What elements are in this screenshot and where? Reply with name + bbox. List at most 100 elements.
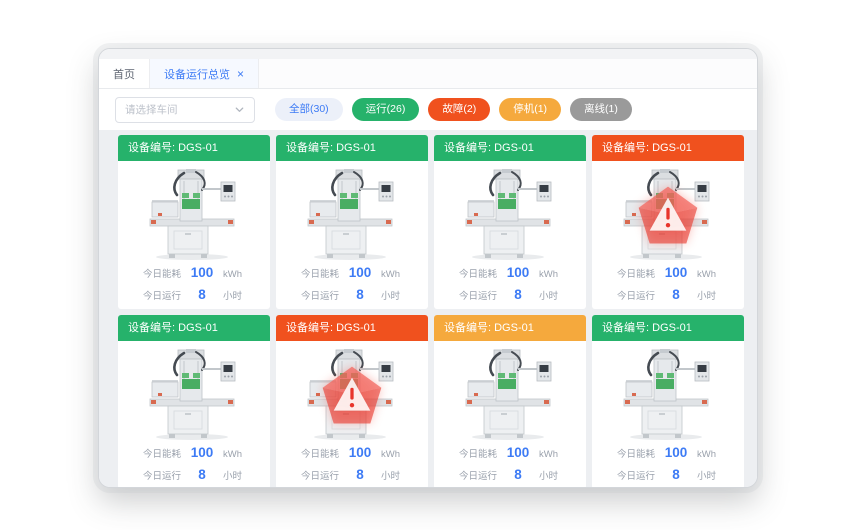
runtime-row: 今日运行 8 小时 — [606, 467, 730, 482]
tab-device-overview-label: 设备运行总览 — [164, 68, 230, 81]
energy-label: 今日能耗 — [142, 449, 181, 460]
tab-device-overview[interactable]: 设备运行总览 × — [150, 59, 260, 88]
energy-value: 100 — [664, 265, 688, 280]
energy-row: 今日能耗 100 kWh — [448, 445, 572, 460]
runtime-label: 今日运行 — [142, 291, 181, 302]
injection-molding-machine-icon — [465, 349, 552, 440]
filter-toolbar: 请选择车间 全部(30) 运行(26) 故障(2) 停机(1) 离线(1) — [99, 89, 757, 130]
machine-image — [138, 168, 250, 262]
injection-molding-machine-icon — [307, 169, 394, 260]
runtime-row: 今日运行 8 小时 — [290, 287, 414, 302]
device-card[interactable]: 设备编号: DGS-01 — [118, 135, 270, 309]
runtime-row: 今日运行 8 小时 — [448, 287, 572, 302]
energy-row: 今日能耗 100 kWh — [132, 265, 256, 280]
machine-image — [454, 348, 566, 442]
energy-value: 100 — [506, 265, 530, 280]
status-filter-group: 全部(30) 运行(26) 故障(2) 停机(1) 离线(1) — [275, 98, 632, 121]
energy-label: 今日能耗 — [300, 269, 339, 280]
device-card[interactable]: 设备编号: DGS-01 — [434, 135, 586, 309]
energy-row: 今日能耗 100 kWh — [290, 265, 414, 280]
device-card-body: 今日能耗 100 kWh 今日运行 8 小时 — [276, 341, 428, 487]
device-card-body: 今日能耗 100 kWh 今日运行 8 小时 — [276, 161, 428, 309]
energy-unit: kWh — [539, 449, 558, 460]
device-card-header: 设备编号: DGS-01 — [592, 315, 744, 341]
energy-label: 今日能耗 — [458, 449, 497, 460]
runtime-value: 8 — [356, 467, 364, 482]
runtime-row: 今日运行 8 小时 — [448, 467, 572, 482]
runtime-label: 今日运行 — [300, 471, 339, 482]
device-card-body: 今日能耗 100 kWh 今日运行 8 小时 — [592, 161, 744, 309]
runtime-row: 今日运行 8 小时 — [606, 287, 730, 302]
fault-warning-icon — [322, 366, 382, 424]
runtime-value: 8 — [356, 287, 364, 302]
energy-unit: kWh — [223, 449, 242, 460]
status-filter-pill[interactable]: 运行(26) — [351, 98, 420, 121]
device-card[interactable]: 设备编号: DGS-01 — [434, 315, 586, 487]
device-card-header: 设备编号: DGS-01 — [276, 135, 428, 161]
energy-row: 今日能耗 100 kWh — [448, 265, 572, 280]
runtime-unit: 小时 — [381, 291, 401, 302]
workshop-select-placeholder: 请选择车间 — [125, 104, 178, 116]
device-card-header: 设备编号: DGS-01 — [118, 315, 270, 341]
energy-value: 100 — [190, 445, 214, 460]
device-card[interactable]: 设备编号: DGS-01 — [276, 315, 428, 487]
runtime-label: 今日运行 — [616, 471, 655, 482]
tab-bar: 首页 设备运行总览 × — [99, 59, 757, 89]
workshop-select[interactable]: 请选择车间 — [115, 96, 255, 123]
injection-molding-machine-icon — [149, 169, 236, 260]
energy-unit: kWh — [697, 449, 716, 460]
runtime-unit: 小时 — [381, 471, 401, 482]
device-card-body: 今日能耗 100 kWh 今日运行 8 小时 — [434, 161, 586, 309]
runtime-label: 今日运行 — [142, 471, 181, 482]
runtime-value: 8 — [198, 467, 206, 482]
runtime-row: 今日运行 8 小时 — [132, 467, 256, 482]
energy-value: 100 — [664, 445, 688, 460]
injection-molding-machine-icon — [149, 349, 236, 440]
energy-value: 100 — [348, 265, 372, 280]
runtime-row: 今日运行 8 小时 — [132, 287, 256, 302]
device-stats: 今日能耗 100 kWh 今日运行 8 小时 — [132, 265, 256, 309]
device-card-header: 设备编号: DGS-01 — [434, 135, 586, 161]
runtime-label: 今日运行 — [458, 471, 497, 482]
energy-row: 今日能耗 100 kWh — [606, 445, 730, 460]
runtime-unit: 小时 — [223, 471, 243, 482]
device-stats: 今日能耗 100 kWh 今日运行 8 小时 — [448, 265, 572, 309]
fault-warning-icon — [638, 186, 698, 244]
machine-image — [454, 168, 566, 262]
machine-image — [612, 168, 724, 262]
runtime-value: 8 — [514, 287, 522, 302]
device-card-body: 今日能耗 100 kWh 今日运行 8 小时 — [592, 341, 744, 487]
device-card[interactable]: 设备编号: DGS-01 — [592, 315, 744, 487]
window-top-bar — [99, 49, 757, 59]
energy-unit: kWh — [381, 269, 400, 280]
device-card[interactable]: 设备编号: DGS-01 — [592, 135, 744, 309]
device-card-header: 设备编号: DGS-01 — [118, 135, 270, 161]
runtime-unit: 小时 — [697, 471, 717, 482]
status-filter-pill[interactable]: 离线(1) — [570, 98, 632, 121]
runtime-unit: 小时 — [539, 471, 559, 482]
injection-molding-machine-icon — [465, 169, 552, 260]
app-window: 首页 设备运行总览 × 请选择车间 全部(30) 运行(26) 故障(2) 停机(1)… — [98, 48, 758, 488]
status-filter-pill[interactable]: 停机(1) — [499, 98, 562, 121]
device-card-body: 今日能耗 100 kWh 今日运行 8 小时 — [434, 341, 586, 487]
energy-row: 今日能耗 100 kWh — [290, 445, 414, 460]
energy-label: 今日能耗 — [616, 449, 655, 460]
device-card[interactable]: 设备编号: DGS-01 — [118, 315, 270, 487]
machine-image — [612, 348, 724, 442]
machine-image — [138, 348, 250, 442]
energy-row: 今日能耗 100 kWh — [132, 445, 256, 460]
status-filter-pill[interactable]: 全部(30) — [275, 98, 343, 121]
runtime-value: 8 — [672, 287, 680, 302]
energy-label: 今日能耗 — [616, 269, 655, 280]
device-card-body: 今日能耗 100 kWh 今日运行 8 小时 — [118, 341, 270, 487]
status-filter-pill[interactable]: 故障(2) — [428, 98, 491, 121]
device-stats: 今日能耗 100 kWh 今日运行 8 小时 — [290, 265, 414, 309]
machine-image — [296, 348, 408, 442]
device-card[interactable]: 设备编号: DGS-01 — [276, 135, 428, 309]
close-icon[interactable]: × — [237, 66, 245, 81]
tab-home[interactable]: 首页 — [99, 59, 150, 88]
runtime-label: 今日运行 — [300, 291, 339, 302]
energy-row: 今日能耗 100 kWh — [606, 265, 730, 280]
device-stats: 今日能耗 100 kWh 今日运行 8 小时 — [132, 445, 256, 487]
